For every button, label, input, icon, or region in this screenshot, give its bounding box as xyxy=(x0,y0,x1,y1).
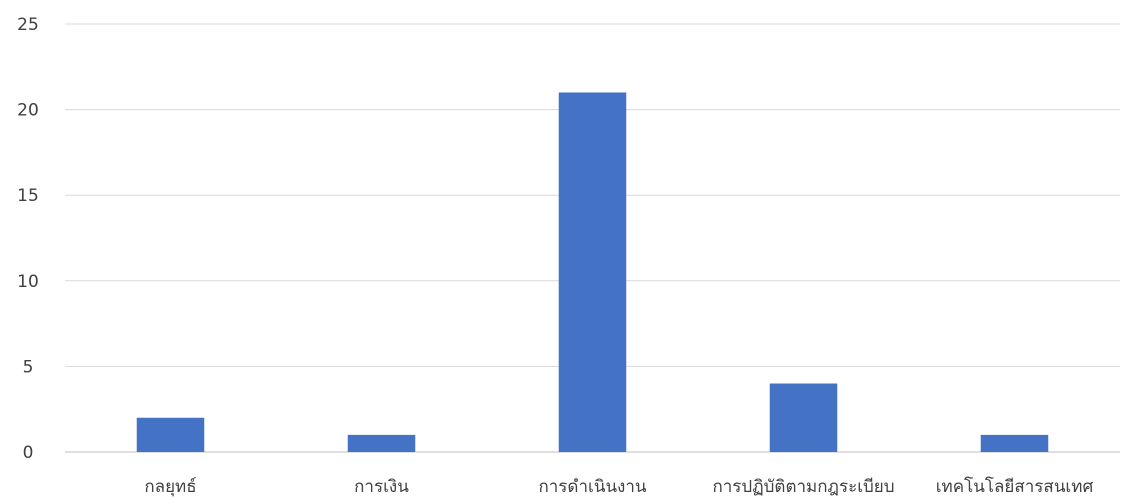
y-tick-label: 0 xyxy=(23,443,34,463)
bar xyxy=(558,92,627,452)
x-tick-label: เทคโนโลยีสารสนเทศ xyxy=(936,476,1094,497)
y-tick-label: 5 xyxy=(23,357,34,377)
bar xyxy=(347,434,416,452)
bars xyxy=(136,92,1049,452)
x-tick-label: กลยุทธ์ xyxy=(144,477,196,497)
x-tick-label: การปฏิบัติตามกฎระเบียบ xyxy=(712,477,894,497)
x-tick-label: การเงิน xyxy=(354,477,409,497)
bar xyxy=(769,383,838,452)
y-tick-label: 25 xyxy=(17,15,39,35)
x-axis-ticks: กลยุทธ์ การเงิน การดำเนินงาน การปฏิบัติตามก… xyxy=(144,476,1093,497)
y-tick-label: 10 xyxy=(17,272,39,292)
bar xyxy=(980,434,1049,452)
y-tick-label: 20 xyxy=(17,101,39,121)
y-axis-ticks: 0 5 10 15 20 25 xyxy=(17,15,39,463)
y-tick-label: 15 xyxy=(17,186,39,206)
bar xyxy=(136,417,205,452)
x-tick-label: การดำเนินงาน xyxy=(538,477,646,497)
